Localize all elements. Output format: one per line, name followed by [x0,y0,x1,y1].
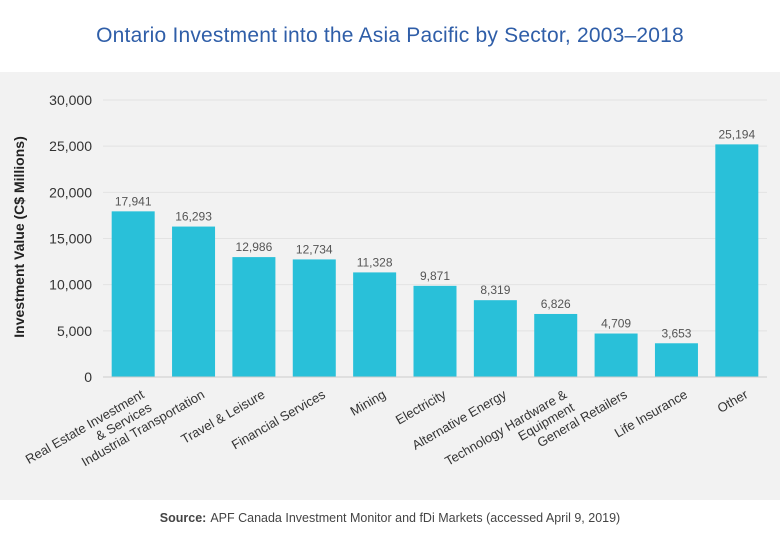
y-tick-label: 15,000 [49,231,92,247]
category-label-line: Mining [347,387,388,419]
y-tick-label: 25,000 [49,138,92,154]
bar [292,259,336,377]
bar-value-label: 12,734 [296,242,333,256]
bar [534,313,578,377]
bar [473,300,517,377]
bar-value-label: 12,986 [236,240,273,254]
bar-value-label: 16,293 [175,210,212,224]
bar-value-label: 3,653 [661,326,691,340]
bar-value-label: 9,871 [420,269,450,283]
y-tick-label: 20,000 [49,184,92,200]
bar [172,226,216,377]
bar [654,343,698,377]
bar [594,333,638,377]
bar [715,144,759,377]
title-band: Ontario Investment into the Asia Pacific… [0,0,780,72]
bar-chart: 0 5,000 10,000 15,000 20,000 25,000 30,000 Inv… [11,92,767,469]
bar-value-label: 6,826 [541,297,571,311]
chart-title: Ontario Investment into the Asia Pacific… [96,24,684,47]
x-category-label: Other [715,386,751,416]
source-label: Source: [159,510,207,525]
source-text: APF Canada Investment Monitor and fDi Ma… [210,510,621,525]
bar-value-label: 8,319 [480,283,510,297]
category-labels: Real Estate Investment& ServicesIndustri… [23,386,751,469]
bar-value-label: 17,941 [115,194,152,208]
bar [413,285,457,377]
category-label-line: Other [715,386,751,416]
data-labels: 17,941 16,293 12,986 12,734 11,328 9,871 8,319… [115,127,756,340]
bar-value-label: 25,194 [718,127,755,141]
y-tick-label: 5,000 [57,323,92,339]
y-tick-label: 10,000 [49,277,92,293]
bar-value-label: 11,328 [357,255,393,269]
y-axis-ticks: 0 5,000 10,000 15,000 20,000 25,000 30,000 [49,92,92,385]
bar [111,211,155,377]
x-category-label: Mining [347,387,388,419]
bar-value-label: 4,709 [601,317,631,331]
y-tick-label: 30,000 [49,92,92,108]
source-note: Source: APF Canada Investment Monitor an… [0,500,780,535]
y-tick-label: 0 [84,369,92,385]
bars [111,144,759,377]
bar [353,272,397,377]
bar [232,257,276,377]
y-axis-label: Investment Value (C$ Millions) [11,136,27,338]
